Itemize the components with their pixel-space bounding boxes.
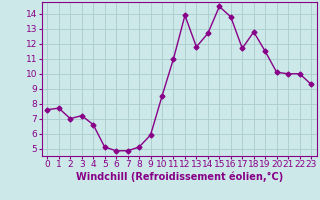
X-axis label: Windchill (Refroidissement éolien,°C): Windchill (Refroidissement éolien,°C)	[76, 172, 283, 182]
